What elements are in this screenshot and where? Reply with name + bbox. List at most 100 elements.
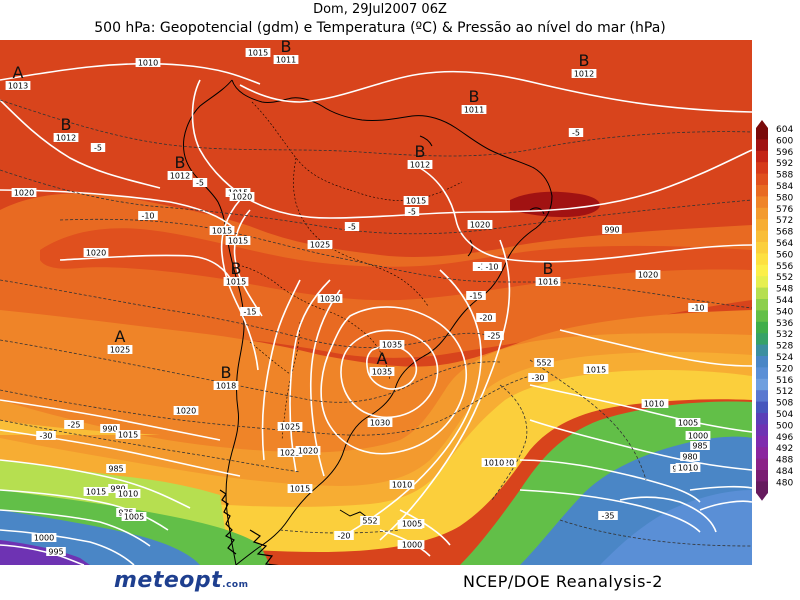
svg-text:A: A (377, 349, 388, 368)
data-credit: NCEP/DOE Reanalysis-2 (463, 572, 663, 591)
colorbar-swatch (756, 378, 768, 391)
isobar-label: 990 (100, 424, 120, 434)
colorbar-tick-label: 556 (776, 262, 793, 272)
svg-text:1025: 1025 (110, 346, 130, 355)
colorbar-tick-label: 496 (776, 433, 793, 443)
colorbar-swatch (756, 196, 768, 209)
isobar-label: 1010 (135, 58, 161, 68)
isobar-label: 985 (690, 441, 710, 451)
colorbar-tick-label: 544 (776, 296, 793, 306)
isobar-label: 1010 (115, 489, 141, 499)
temperature-label: -25 (484, 331, 504, 341)
svg-text:-5: -5 (408, 208, 416, 217)
isobar-label: 1000 (685, 431, 711, 441)
svg-text:-10: -10 (691, 304, 704, 313)
svg-text:1015: 1015 (86, 488, 106, 497)
svg-text:1000: 1000 (402, 541, 422, 550)
svg-text:1015: 1015 (226, 278, 246, 287)
temperature-labels: -5-5-5-5-5-5-10-10-10-10-15-15-20-25-25-… (36, 128, 708, 541)
colorbar-tick-label: 560 (776, 250, 793, 260)
svg-text:1010: 1010 (644, 400, 664, 409)
svg-text:-10: -10 (141, 212, 154, 221)
isobar-label: 1005 (121, 512, 147, 522)
svg-text:1000: 1000 (34, 534, 54, 543)
isobar-label: 1015 (115, 430, 141, 440)
svg-text:1020: 1020 (176, 407, 196, 416)
svg-text:A: A (13, 63, 24, 82)
svg-text:-5: -5 (348, 223, 356, 232)
temperature-label: -5 (404, 207, 420, 217)
temperature-label: -5 (90, 143, 106, 153)
temperature-label: -10 (482, 262, 502, 272)
colorbar-swatch (756, 321, 768, 334)
svg-text:-35: -35 (601, 512, 614, 521)
svg-text:-15: -15 (243, 308, 256, 317)
isobar-label: 1030 (317, 294, 343, 304)
svg-text:1020: 1020 (14, 189, 34, 198)
svg-text:1015: 1015 (248, 49, 268, 58)
date-line: Dom, 29Jul2007 06Z (313, 2, 447, 17)
colorbar-tick-label: 592 (776, 159, 793, 169)
colorbar-tick-label: 512 (776, 387, 793, 397)
svg-text:-15: -15 (469, 292, 482, 301)
temperature-label: -5 (568, 128, 584, 138)
isobar-label: 1005 (399, 519, 425, 529)
svg-text:A: A (115, 327, 126, 346)
temperature-label: -20 (334, 531, 354, 541)
isobar-label: 1020 (173, 406, 199, 416)
temperature-label: -5 (192, 178, 208, 188)
colorbar-tick-label: 500 (776, 421, 793, 431)
colorbar-swatch (756, 481, 768, 494)
svg-text:1013: 1013 (8, 82, 28, 91)
colorbar-swatch (756, 253, 768, 266)
svg-text:-25: -25 (67, 421, 80, 430)
colorbar-swatch (756, 162, 768, 175)
svg-text:B: B (281, 40, 292, 56)
svg-text:-30: -30 (39, 432, 52, 441)
svg-text:1010: 1010 (138, 59, 158, 68)
isobar-label: 1025 (277, 422, 303, 432)
svg-text:1025: 1025 (310, 241, 330, 250)
colorbar-tick-label: 572 (776, 216, 793, 226)
colorbar-swatch (756, 139, 768, 152)
coastline (183, 79, 553, 565)
colorbar-tick-label: 604 (776, 125, 793, 135)
meteopt-logo: meteopt.com (114, 568, 249, 593)
isobar-label: 990 (602, 225, 622, 235)
isobar-label: 1000 (31, 533, 57, 543)
map-title: 500 hPa: Geopotencial (gdm) e Temperatur… (94, 20, 666, 36)
colorbar-swatch (756, 333, 768, 346)
colorbar-tick-label: 564 (776, 239, 793, 249)
colorbar-swatch (756, 128, 768, 140)
temperature-label: -25 (64, 420, 84, 430)
colorbar-swatch (756, 242, 768, 254)
svg-text:-30: -30 (531, 374, 544, 383)
svg-text:990: 990 (102, 425, 117, 434)
colorbar-tick-label: 600 (776, 136, 793, 146)
colorbar: 6046005965925885845805765725685645605565… (756, 120, 793, 501)
svg-text:1012: 1012 (56, 134, 76, 143)
colorbar-tick-label: 568 (776, 228, 793, 238)
isobar-label: 1025 (307, 240, 333, 250)
svg-text:1020: 1020 (470, 221, 490, 230)
colorbar-top-cap (756, 120, 768, 128)
svg-text:985: 985 (692, 442, 707, 451)
isobar-label: 1010 (641, 399, 667, 409)
svg-text:B: B (61, 115, 72, 134)
isobar-label: 1020 (467, 220, 493, 230)
colorbar-tick-label: 588 (776, 171, 793, 181)
height-labels: 552 552 (360, 358, 554, 526)
svg-text:1010: 1010 (484, 459, 504, 468)
temperature-label: -10 (688, 303, 708, 313)
isobar-label: 1020 (635, 270, 661, 280)
isobar-label: 1010 (675, 463, 701, 473)
svg-text:-25: -25 (487, 332, 500, 341)
isobar-label: 1025 (277, 448, 303, 458)
temperature-label: -15 (466, 291, 486, 301)
temperature-label: -30 (528, 373, 548, 383)
colorbar-tick-label: 596 (776, 148, 793, 158)
